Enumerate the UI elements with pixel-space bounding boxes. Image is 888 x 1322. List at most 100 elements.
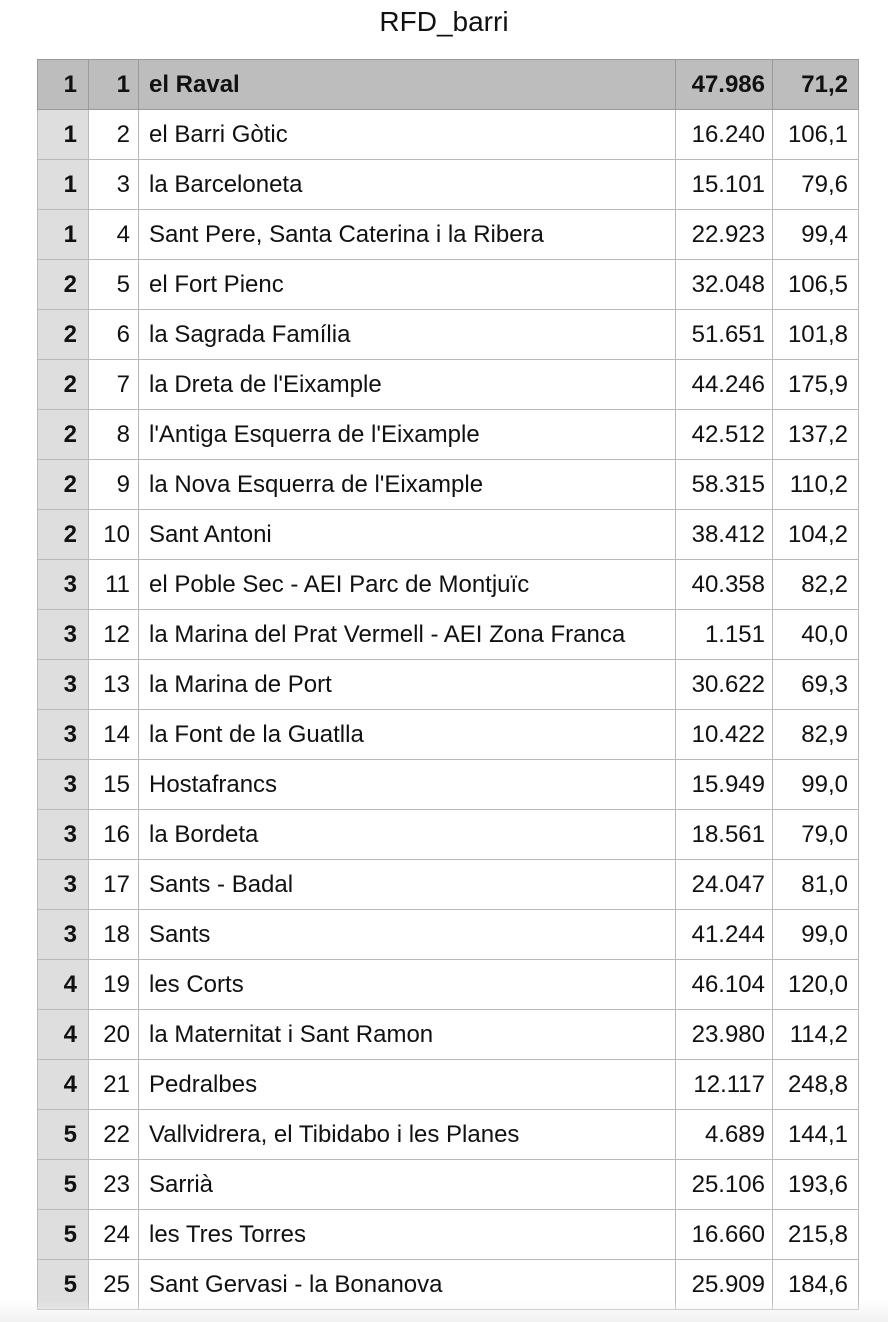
rfd-cell[interactable]: 69,3 (772, 659, 859, 710)
district-cell[interactable]: 1 (37, 209, 89, 260)
num-cell[interactable]: 3 (88, 159, 139, 210)
num-cell[interactable]: 15 (88, 759, 139, 810)
num-cell[interactable]: 17 (88, 859, 139, 910)
population-cell[interactable]: 23.980 (675, 1009, 773, 1060)
table-row[interactable]: 2 8 l'Antiga Esquerra de l'Eixample 42.512 1… (37, 409, 859, 460)
num-cell[interactable]: 14 (88, 709, 139, 760)
table-row[interactable]: 3 12 la Marina del Prat Vermell - AEI Zon… (37, 609, 859, 660)
district-cell[interactable]: 5 (37, 1109, 89, 1160)
table-row[interactable]: 5 23 Sarrià 25.106 193,6 (37, 1159, 859, 1210)
rfd-cell[interactable]: 110,2 (772, 459, 859, 510)
district-cell[interactable]: 1 (37, 159, 89, 210)
district-cell[interactable]: 3 (37, 609, 89, 660)
population-cell[interactable]: 42.512 (675, 409, 773, 460)
rfd-cell[interactable]: 248,8 (772, 1059, 859, 1110)
population-cell[interactable]: 38.412 (675, 509, 773, 560)
name-cell[interactable]: el Fort Pienc (138, 259, 676, 310)
population-cell[interactable]: 58.315 (675, 459, 773, 510)
table-row[interactable]: 3 16 la Bordeta 18.561 79,0 (37, 809, 859, 860)
population-cell[interactable]: 44.246 (675, 359, 773, 410)
rfd-cell[interactable]: 101,8 (772, 309, 859, 360)
table-row[interactable]: 2 5 el Fort Pienc 32.048 106,5 (37, 259, 859, 310)
rfd-cell[interactable]: 99,4 (772, 209, 859, 260)
district-cell[interactable]: 2 (37, 459, 89, 510)
num-cell[interactable]: 10 (88, 509, 139, 560)
table-row[interactable]: 4 19 les Corts 46.104 120,0 (37, 959, 859, 1010)
district-cell[interactable]: 3 (37, 709, 89, 760)
name-cell[interactable]: Sants - Badal (138, 859, 676, 910)
rfd-cell[interactable]: 79,0 (772, 809, 859, 860)
num-cell[interactable]: 4 (88, 209, 139, 260)
name-cell[interactable]: el Raval (138, 59, 676, 110)
num-cell[interactable]: 8 (88, 409, 139, 460)
rfd-cell[interactable]: 71,2 (772, 59, 859, 110)
num-cell[interactable]: 6 (88, 309, 139, 360)
population-cell[interactable]: 16.660 (675, 1209, 773, 1260)
rfd-cell[interactable]: 215,8 (772, 1209, 859, 1260)
name-cell[interactable]: les Corts (138, 959, 676, 1010)
name-cell[interactable]: la Barceloneta (138, 159, 676, 210)
population-cell[interactable]: 47.986 (675, 59, 773, 110)
name-cell[interactable]: Sant Pere, Santa Caterina i la Ribera (138, 209, 676, 260)
population-cell[interactable]: 4.689 (675, 1109, 773, 1160)
table-row[interactable]: 3 11 el Poble Sec - AEI Parc de Montjuïc 4… (37, 559, 859, 610)
population-cell[interactable]: 41.244 (675, 909, 773, 960)
rfd-cell[interactable]: 99,0 (772, 909, 859, 960)
table-row[interactable]: 3 13 la Marina de Port 30.622 69,3 (37, 659, 859, 710)
rfd-cell[interactable]: 114,2 (772, 1009, 859, 1060)
name-cell[interactable]: les Tres Torres (138, 1209, 676, 1260)
name-cell[interactable]: la Marina del Prat Vermell - AEI Zona Fr… (138, 609, 676, 660)
num-cell[interactable]: 2 (88, 109, 139, 160)
table-row[interactable]: 2 9 la Nova Esquerra de l'Eixample 58.315 11… (37, 459, 859, 510)
num-cell[interactable]: 13 (88, 659, 139, 710)
population-cell[interactable]: 16.240 (675, 109, 773, 160)
district-cell[interactable]: 4 (37, 1059, 89, 1110)
population-cell[interactable]: 10.422 (675, 709, 773, 760)
table-row[interactable]: 4 21 Pedralbes 12.117 248,8 (37, 1059, 859, 1110)
district-cell[interactable]: 2 (37, 359, 89, 410)
name-cell[interactable]: Pedralbes (138, 1059, 676, 1110)
name-cell[interactable]: l'Antiga Esquerra de l'Eixample (138, 409, 676, 460)
num-cell[interactable]: 5 (88, 259, 139, 310)
rfd-cell[interactable]: 82,2 (772, 559, 859, 610)
population-cell[interactable]: 46.104 (675, 959, 773, 1010)
table-row[interactable]: 1 3 la Barceloneta 15.101 79,6 (37, 159, 859, 210)
table-row[interactable]: 5 22 Vallvidrera, el Tibidabo i les Plane… (37, 1109, 859, 1160)
num-cell[interactable]: 24 (88, 1209, 139, 1260)
district-cell[interactable]: 5 (37, 1159, 89, 1210)
table-row[interactable]: 3 15 Hostafrancs 15.949 99,0 (37, 759, 859, 810)
name-cell[interactable]: la Marina de Port (138, 659, 676, 710)
name-cell[interactable]: la Bordeta (138, 809, 676, 860)
rfd-cell[interactable]: 106,5 (772, 259, 859, 310)
num-cell[interactable]: 19 (88, 959, 139, 1010)
table-row[interactable]: 1 4 Sant Pere, Santa Caterina i la Ribera 2… (37, 209, 859, 260)
name-cell[interactable]: el Poble Sec - AEI Parc de Montjuïc (138, 559, 676, 610)
population-cell[interactable]: 40.358 (675, 559, 773, 610)
table-row[interactable]: 2 6 la Sagrada Família 51.651 101,8 (37, 309, 859, 360)
name-cell[interactable]: la Maternitat i Sant Ramon (138, 1009, 676, 1060)
rfd-cell[interactable]: 79,6 (772, 159, 859, 210)
num-cell[interactable]: 23 (88, 1159, 139, 1210)
table-row[interactable]: 3 14 la Font de la Guatlla 10.422 82,9 (37, 709, 859, 760)
rfd-cell[interactable]: 104,2 (772, 509, 859, 560)
name-cell[interactable]: Hostafrancs (138, 759, 676, 810)
name-cell[interactable]: Vallvidrera, el Tibidabo i les Planes (138, 1109, 676, 1160)
rfd-cell[interactable]: 82,9 (772, 709, 859, 760)
name-cell[interactable]: la Nova Esquerra de l'Eixample (138, 459, 676, 510)
district-cell[interactable]: 2 (37, 509, 89, 560)
district-cell[interactable]: 3 (37, 859, 89, 910)
district-cell[interactable]: 3 (37, 559, 89, 610)
rfd-cell[interactable]: 81,0 (772, 859, 859, 910)
name-cell[interactable]: Sarrià (138, 1159, 676, 1210)
district-cell[interactable]: 2 (37, 259, 89, 310)
rfd-cell[interactable]: 99,0 (772, 759, 859, 810)
table-row[interactable]: 4 20 la Maternitat i Sant Ramon 23.980 114,… (37, 1009, 859, 1060)
population-cell[interactable]: 30.622 (675, 659, 773, 710)
population-cell[interactable]: 12.117 (675, 1059, 773, 1110)
table-row[interactable]: 3 17 Sants - Badal 24.047 81,0 (37, 859, 859, 910)
table-row[interactable]: 3 18 Sants 41.244 99,0 (37, 909, 859, 960)
name-cell[interactable]: Sant Antoni (138, 509, 676, 560)
table-row[interactable]: 2 7 la Dreta de l'Eixample 44.246 175,9 (37, 359, 859, 410)
district-cell[interactable]: 3 (37, 909, 89, 960)
table-row[interactable]: 1 2 el Barri Gòtic 16.240 106,1 (37, 109, 859, 160)
